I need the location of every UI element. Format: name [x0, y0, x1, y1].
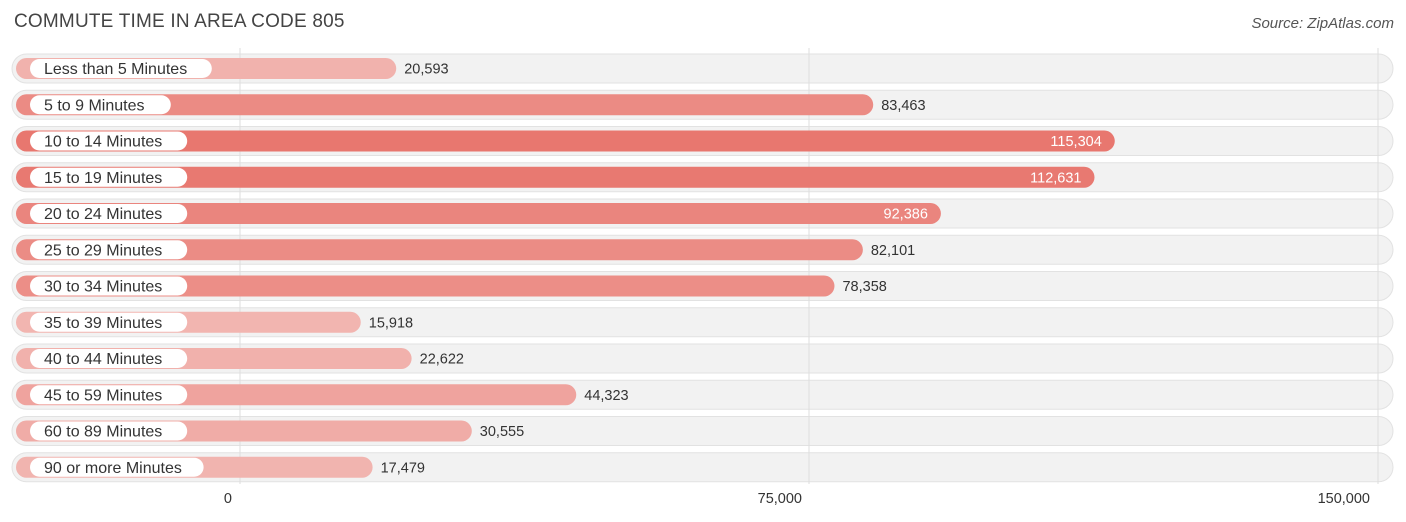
bar	[16, 275, 835, 297]
category-pill	[30, 167, 188, 187]
category-pill	[30, 204, 188, 223]
category-pill	[30, 349, 188, 368]
category-label: 35 to 39 Minutes	[44, 315, 162, 332]
category-label: 30 to 34 Minutes	[44, 279, 162, 296]
bar	[16, 203, 941, 224]
value-label: 112,631	[1030, 170, 1081, 186]
category-label: 40 to 44 Minutes	[44, 351, 162, 368]
category-pill	[30, 312, 188, 332]
category-pill	[30, 276, 188, 296]
bar	[16, 239, 863, 261]
chart-title: COMMUTE TIME IN AREA CODE 805	[14, 11, 345, 32]
value-label: 83,463	[881, 98, 925, 114]
value-label: 78,358	[842, 279, 886, 295]
bar	[16, 166, 1095, 188]
value-label: 20,593	[404, 62, 448, 78]
bar-row: Less than 5 Minutes 20,593	[16, 58, 449, 79]
category-label: 20 to 24 Minutes	[44, 206, 162, 223]
category-pill	[30, 385, 188, 405]
category-label: 10 to 14 Minutes	[44, 134, 162, 151]
category-pill	[30, 59, 212, 78]
bar-row: 15 to 19 Minutes 112,631	[16, 166, 1095, 188]
value-label: 92,386	[884, 207, 928, 223]
value-label: 82,101	[871, 243, 915, 259]
bar-row: 45 to 59 Minutes 44,323	[16, 384, 629, 406]
bars: Less than 5 Minutes 20,593 5 to 9 Minutes 8…	[16, 58, 1115, 478]
value-label: 30,555	[480, 424, 524, 440]
category-label: 25 to 29 Minutes	[44, 242, 162, 259]
bar-row: 5 to 9 Minutes 83,463	[16, 94, 926, 116]
gridlines	[239, 48, 1379, 484]
bar-row: 90 or more Minutes 17,479	[16, 456, 425, 478]
value-label: 15,918	[369, 315, 413, 331]
value-label: 44,323	[584, 388, 628, 404]
bar-row: 30 to 34 Minutes 78,358	[16, 275, 887, 297]
x-tick-label: 0	[224, 491, 232, 507]
x-tick-label: 150,000	[1318, 491, 1370, 507]
rows	[11, 53, 1394, 483]
category-label: 45 to 59 Minutes	[44, 387, 162, 404]
source-attribution: Source: ZipAtlas.com	[1251, 15, 1394, 32]
x-axis: 0 75,000 150,000	[224, 491, 1370, 507]
bar	[16, 94, 874, 116]
category-label: 15 to 19 Minutes	[44, 170, 162, 187]
category-label: Less than 5 Minutes	[44, 61, 187, 78]
bar-row: 20 to 24 Minutes 92,386	[16, 203, 941, 224]
category-pill	[30, 240, 188, 260]
category-pill	[30, 95, 171, 115]
value-label: 17,479	[381, 460, 425, 476]
category-pill	[30, 457, 204, 477]
bar-row: 60 to 89 Minutes 30,555	[16, 420, 524, 442]
value-label: 22,622	[420, 352, 464, 368]
x-tick-label: 75,000	[758, 491, 802, 507]
bar	[16, 130, 1115, 152]
category-pill	[30, 421, 188, 441]
category-label: 60 to 89 Minutes	[44, 424, 162, 441]
bar-row: 10 to 14 Minutes 115,304	[16, 130, 1115, 152]
bar-row: 25 to 29 Minutes 82,101	[16, 239, 915, 261]
bar-row: 40 to 44 Minutes 22,622	[16, 348, 464, 369]
value-label: 115,304	[1050, 134, 1101, 150]
category-pill	[30, 131, 188, 151]
category-label: 5 to 9 Minutes	[44, 97, 145, 114]
bar-row: 35 to 39 Minutes 15,918	[16, 311, 413, 333]
category-label: 90 or more Minutes	[44, 460, 182, 477]
